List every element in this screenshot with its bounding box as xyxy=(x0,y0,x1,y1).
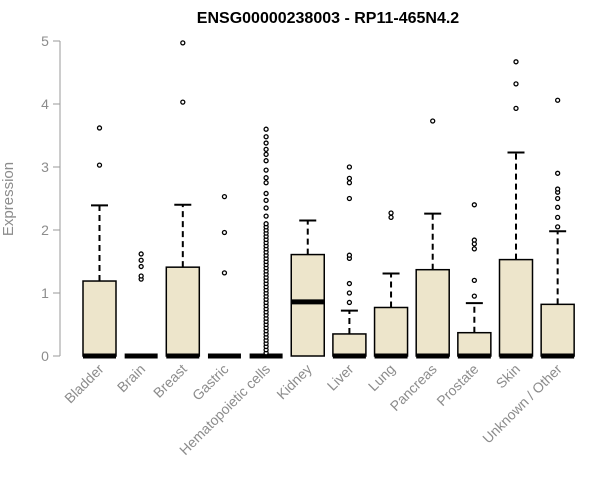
box-body xyxy=(457,331,492,357)
outlier-point xyxy=(263,151,269,158)
box-prostate xyxy=(457,202,492,359)
box-body xyxy=(332,333,367,357)
outlier-point xyxy=(263,158,269,164)
outlier-point xyxy=(263,221,269,227)
y-tick-label: 3 xyxy=(41,159,49,175)
outlier-point xyxy=(555,170,561,176)
box-brain xyxy=(124,251,158,359)
outlier-point xyxy=(346,290,353,296)
box-body xyxy=(373,306,409,357)
outlier-point xyxy=(471,202,478,208)
box-pancreas xyxy=(415,118,450,359)
outlier-point xyxy=(263,190,269,197)
outlier-point xyxy=(513,105,519,112)
outlier-point xyxy=(388,214,394,221)
x-tick-label: Bladder xyxy=(61,361,107,407)
box-lung xyxy=(373,210,409,359)
outlier-point xyxy=(555,214,561,221)
chart-title: ENSG00000238003 - RP11-465N4.2 xyxy=(197,10,460,27)
outlier-point xyxy=(471,277,478,284)
outlier-point xyxy=(263,140,269,146)
box-gastric xyxy=(207,193,241,359)
y-tick-label: 2 xyxy=(41,222,49,238)
x-tick-label: Kidney xyxy=(273,361,315,403)
outlier-point xyxy=(346,252,353,258)
outlier-point xyxy=(221,193,228,200)
outlier-point xyxy=(471,246,478,252)
box-body xyxy=(415,268,450,357)
outlier-point xyxy=(263,134,269,140)
outlier-point xyxy=(555,204,561,210)
x-tick-label: Lung xyxy=(365,361,398,394)
x-tick-label: Breast xyxy=(150,361,190,401)
box-liver xyxy=(332,164,367,359)
y-axis-label: Expression xyxy=(0,162,17,236)
outlier-point xyxy=(138,251,144,257)
boxes-group xyxy=(82,40,575,359)
box-body xyxy=(290,253,325,357)
outlier-point xyxy=(471,293,478,299)
outlier-point xyxy=(555,186,561,192)
outlier-point xyxy=(263,167,269,173)
box-body xyxy=(82,280,117,357)
outlier-point xyxy=(138,257,144,263)
box-breast xyxy=(165,40,201,359)
outlier-point xyxy=(263,126,269,132)
outlier-point xyxy=(346,195,353,202)
y-tick-label: 5 xyxy=(41,33,49,49)
box-bladder xyxy=(82,125,117,359)
outlier-point xyxy=(346,299,353,306)
outlier-point xyxy=(263,175,269,181)
outlier-point xyxy=(263,213,269,219)
outlier-point xyxy=(346,180,353,186)
outlier-point xyxy=(555,224,561,230)
y-axis: 0 1 2 3 4 5 xyxy=(41,33,61,364)
x-tick-label: Liver xyxy=(324,361,357,394)
outlier-point xyxy=(346,280,353,287)
x-tick-label: Unknown / Other xyxy=(479,361,565,447)
outlier-point xyxy=(180,99,186,105)
outlier-point xyxy=(346,164,353,170)
x-tick-label: Skin xyxy=(493,361,524,392)
outlier-point xyxy=(388,210,394,216)
box-kidney xyxy=(290,219,325,357)
outlier-point xyxy=(346,175,353,181)
x-tick-label: Brain xyxy=(114,361,148,395)
outlier-point xyxy=(555,97,561,103)
y-tick-label: 4 xyxy=(41,96,49,112)
outlier-point xyxy=(263,205,269,211)
outlier-point xyxy=(513,59,519,65)
outlier-point xyxy=(263,146,269,153)
outlier-point xyxy=(180,40,186,46)
outlier-point xyxy=(555,195,561,202)
y-tick-label: 1 xyxy=(41,285,49,301)
outlier-point xyxy=(96,162,103,168)
outlier-point xyxy=(513,81,519,87)
box-unknown-other xyxy=(540,97,575,359)
y-tick-label: 0 xyxy=(41,348,49,364)
outlier-point xyxy=(221,270,228,276)
outlier-point xyxy=(263,180,269,186)
x-tick-label: Prostate xyxy=(433,361,481,409)
outlier-point xyxy=(96,125,103,131)
box-body xyxy=(540,303,575,357)
box-body xyxy=(165,266,201,357)
outlier-point xyxy=(138,263,144,270)
outlier-point xyxy=(430,118,436,124)
box-hematopoietic-cells xyxy=(249,126,283,359)
outlier-point xyxy=(221,229,228,236)
box-skin xyxy=(498,59,534,359)
outlier-point xyxy=(471,237,478,243)
outlier-point xyxy=(263,197,269,204)
outlier-point xyxy=(138,273,144,279)
box-body xyxy=(498,258,534,357)
